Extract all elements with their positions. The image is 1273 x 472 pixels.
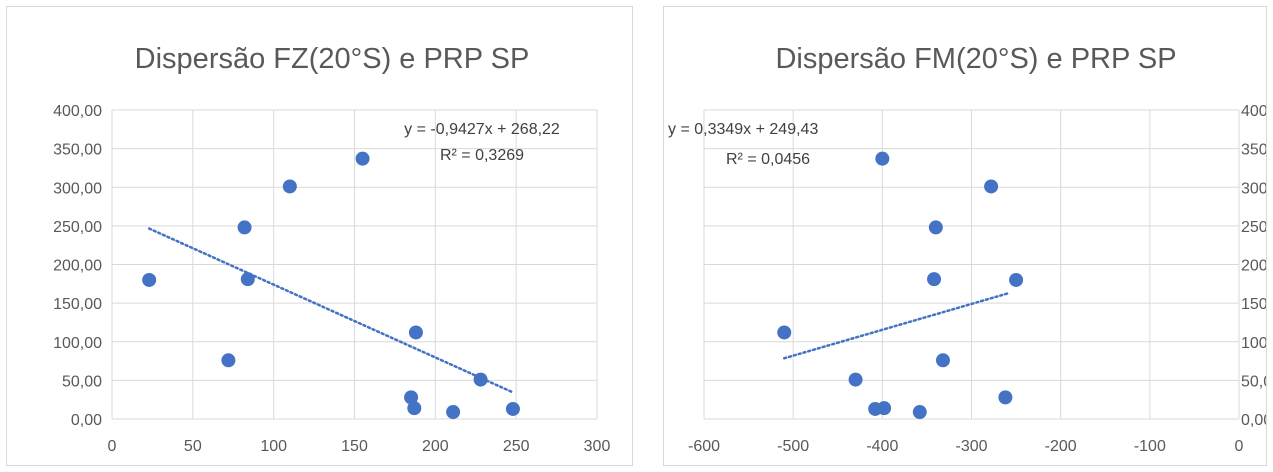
trendline bbox=[147, 227, 515, 394]
scatter-chart-fz: Dispersão FZ(20°S) e PRP SP 0,00 50,00 100,… bbox=[6, 6, 633, 466]
data-point bbox=[875, 151, 890, 166]
y-tick-label: 200,00 bbox=[53, 258, 102, 275]
data-point bbox=[404, 390, 419, 405]
data-point bbox=[221, 353, 236, 368]
x-tick-label: -500 bbox=[777, 438, 809, 455]
y-tick-label: 50,00 bbox=[62, 373, 102, 390]
x-tick-label: -600 bbox=[688, 438, 720, 455]
y-tick-label: 350,00 bbox=[53, 142, 102, 159]
trendline-equation: y = -0,9427x + 268,22 bbox=[404, 121, 560, 138]
data-point bbox=[777, 325, 792, 340]
data-point bbox=[237, 220, 252, 235]
trendline-equation: y = 0,3349x + 249,43 bbox=[668, 121, 818, 138]
scatter-chart-fm: Dispersão FM(20°S) e PRP SP 0,00 50,00 100,… bbox=[663, 6, 1267, 466]
data-point bbox=[473, 372, 488, 387]
y-tick-label: 400,00 bbox=[53, 103, 102, 120]
data-point bbox=[927, 272, 942, 287]
data-point bbox=[1009, 272, 1024, 287]
x-tick-label: -400 bbox=[866, 438, 898, 455]
y-tick-label: 200,00 bbox=[1241, 258, 1266, 275]
y-tick-label: 150,00 bbox=[1241, 296, 1266, 313]
data-point bbox=[998, 390, 1013, 405]
y-tick-label: 150,00 bbox=[53, 296, 102, 313]
x-tick-label: -200 bbox=[1045, 438, 1077, 455]
y-tick-label: 0,00 bbox=[71, 412, 102, 429]
x-tick-label: -100 bbox=[1134, 438, 1166, 455]
y-tick-label: 350,00 bbox=[1241, 142, 1266, 159]
y-tick-label: 300,00 bbox=[1241, 180, 1266, 197]
x-tick-label: 200 bbox=[422, 438, 449, 455]
data-point bbox=[407, 401, 422, 416]
data-point bbox=[240, 272, 255, 287]
r-squared-label: R² = 0,3269 bbox=[440, 147, 524, 164]
y-tick-label: 250,00 bbox=[53, 219, 102, 236]
data-point bbox=[912, 405, 927, 420]
data-point bbox=[282, 179, 297, 194]
data-point bbox=[935, 353, 950, 368]
x-tick-label: 250 bbox=[503, 438, 530, 455]
x-tick-label: 150 bbox=[341, 438, 368, 455]
y-tick-label: 250,00 bbox=[1241, 219, 1266, 236]
x-tick-label: 0 bbox=[1235, 438, 1244, 455]
r-squared-label: R² = 0,0456 bbox=[726, 151, 810, 168]
y-tick-label: 100,00 bbox=[1241, 335, 1266, 352]
chart-title: Dispersão FZ(20°S) e PRP SP bbox=[135, 43, 530, 75]
y-tick-label: 50,00 bbox=[1241, 373, 1266, 390]
x-tick-label: 0 bbox=[108, 438, 117, 455]
data-point bbox=[355, 151, 370, 166]
chart-title: Dispersão FM(20°S) e PRP SP bbox=[775, 43, 1176, 75]
trendline bbox=[783, 291, 1011, 360]
data-point bbox=[928, 220, 943, 235]
x-tick-label: 300 bbox=[584, 438, 611, 455]
x-tick-label: 100 bbox=[260, 438, 287, 455]
data-point bbox=[505, 401, 520, 416]
data-point bbox=[408, 325, 423, 340]
y-tick-label: 100,00 bbox=[53, 335, 102, 352]
data-point bbox=[446, 405, 461, 420]
data-point bbox=[848, 372, 863, 387]
y-tick-label: 300,00 bbox=[53, 180, 102, 197]
x-tick-label: -300 bbox=[955, 438, 987, 455]
scatter-chart-fm-svg: Dispersão FM(20°S) e PRP SP 0,00 50,00 100,… bbox=[668, 43, 1266, 455]
y-tick-label: 400,00 bbox=[1241, 103, 1266, 120]
scatter-chart-fz-svg: Dispersão FZ(20°S) e PRP SP 0,00 50,00 100,… bbox=[53, 43, 611, 455]
data-point bbox=[877, 401, 892, 416]
data-point bbox=[984, 179, 999, 194]
data-point bbox=[142, 272, 157, 287]
y-tick-label: 0,00 bbox=[1241, 412, 1266, 429]
x-tick-label: 50 bbox=[184, 438, 202, 455]
